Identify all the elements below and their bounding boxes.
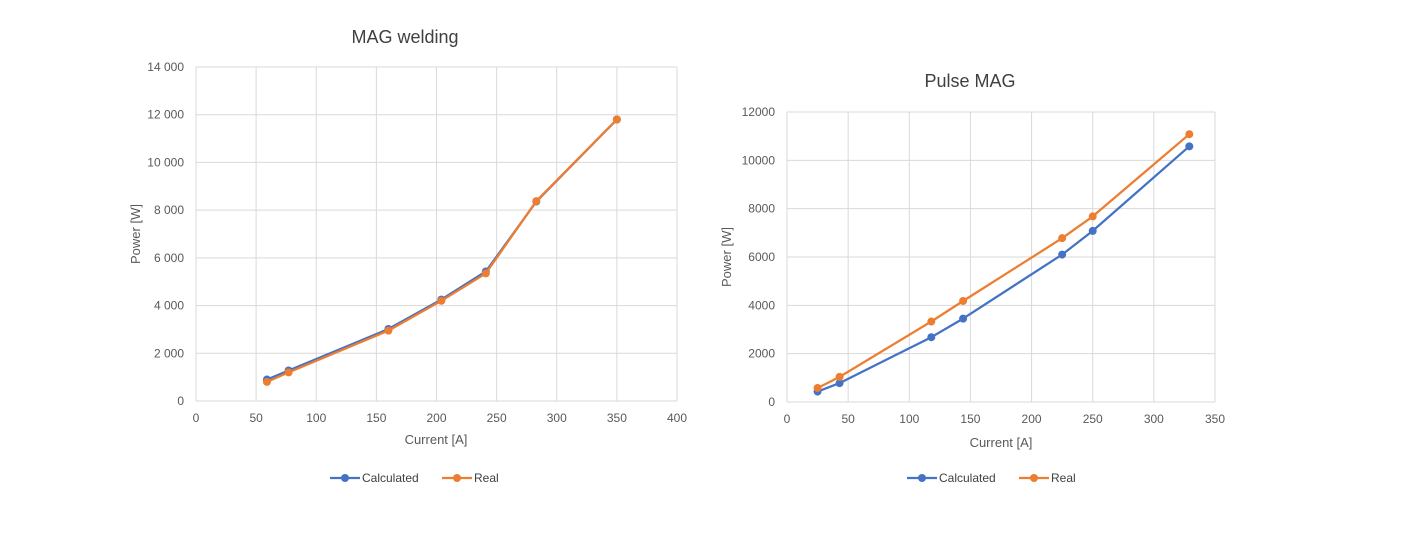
data-point [1088,226,1097,235]
data-point [813,383,822,392]
data-point [532,197,541,206]
legend-label: Calculated [939,471,996,485]
x-tick-label: 50 [841,412,855,426]
y-tick-label: 8000 [748,202,775,216]
x-tick-label: 250 [487,411,507,425]
chart-title: Pulse MAG [924,71,1015,91]
data-point [1185,130,1194,139]
chart-title: MAG welding [351,27,458,47]
mag-welding-chart: MAG welding 0 50 100 150 200 250 300 350 400 0 2 0… [128,27,687,485]
y-tick-label: 6000 [748,250,775,264]
y-axis-label: Power [W] [719,227,734,287]
x-tick-label: 200 [1022,412,1042,426]
series-line [266,118,618,383]
legend-item-calculated: Calculated [907,471,996,485]
legend-marker [918,474,926,482]
legend-marker [341,474,349,482]
data-point [835,372,844,381]
data-point [437,296,446,305]
x-tick-label: 200 [426,411,446,425]
y-tick-label: 4000 [748,298,775,312]
legend-label: Real [474,471,499,485]
x-axis-label: Current [A] [405,432,468,447]
legend-item-real: Real [442,471,499,485]
data-point [927,317,936,326]
x-tick-label: 0 [784,412,791,426]
data-point [1058,234,1067,243]
y-tick-label: 0 [768,395,775,409]
y-tick-label: 8 000 [154,203,184,217]
legend-item-real: Real [1019,471,1076,485]
y-tick-label: 6 000 [154,251,184,265]
x-tick-label: 400 [667,411,687,425]
data-point [1185,142,1194,151]
legend-label: Real [1051,471,1076,485]
data-point [262,377,271,386]
x-tick-label: 150 [960,412,980,426]
y-tick-label: 10 000 [147,155,184,169]
data-point [384,326,393,335]
y-tick-label: 12 000 [147,108,184,122]
data-point [927,333,936,342]
x-axis-label: Current [A] [970,435,1033,450]
legend-label: Calculated [362,471,419,485]
x-tick-label: 300 [1144,412,1164,426]
x-tick-label: 300 [547,411,567,425]
series-real [262,115,621,386]
data-point [481,269,490,278]
x-tick-label: 100 [899,412,919,426]
data-point [1088,212,1097,221]
x-tick-label: 350 [1205,412,1225,426]
x-tick-label: 0 [193,411,200,425]
legend-marker [453,474,461,482]
series-line [266,118,618,381]
data-point [1058,250,1067,259]
data-point [612,115,621,124]
x-tick-label: 150 [366,411,386,425]
data-point [959,314,968,323]
legend-marker [1030,474,1038,482]
data-point [959,296,968,305]
series-line [817,133,1191,390]
x-tick-label: 100 [306,411,326,425]
data-point [835,379,844,388]
x-tick-label: 350 [607,411,627,425]
x-tick-label: 250 [1083,412,1103,426]
series-real [813,130,1194,392]
x-tick-label: 50 [249,411,263,425]
y-tick-label: 12000 [742,105,776,119]
pulse-mag-chart: Pulse MAG 0 50 100 150 200 250 300 350 0 2000 4000… [719,71,1225,485]
y-tick-label: 4 000 [154,299,184,313]
y-tick-label: 2000 [748,347,775,361]
y-axis-label: Power [W] [128,204,143,264]
data-point [284,368,293,377]
y-tick-label: 0 [177,394,184,408]
y-tick-label: 2 000 [154,346,184,360]
y-tick-label: 14 000 [147,60,184,74]
y-tick-label: 10000 [742,153,776,167]
legend-item-calculated: Calculated [330,471,419,485]
